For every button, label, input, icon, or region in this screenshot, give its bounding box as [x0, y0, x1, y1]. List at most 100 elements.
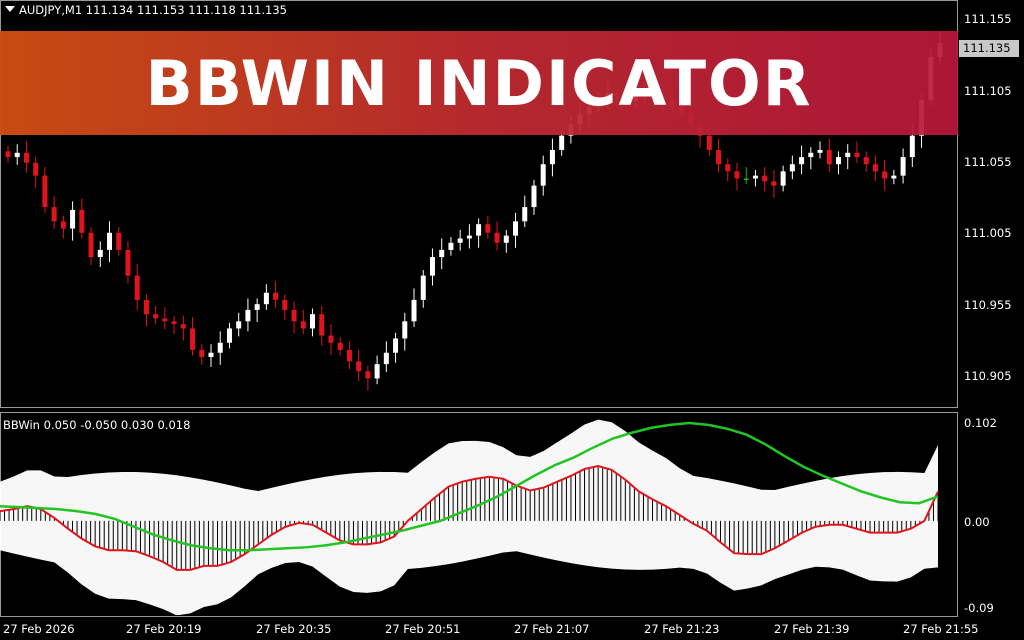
time-axis-label: 27 Feb 21:55: [903, 622, 979, 636]
candle-body: [476, 224, 482, 236]
candle-body: [180, 324, 186, 329]
candle-body: [716, 149, 722, 165]
candle-body: [328, 335, 334, 343]
candle-body: [485, 224, 491, 233]
current-price-tag: 111.135: [959, 40, 1019, 57]
candle-body: [402, 321, 408, 339]
candle-body: [503, 235, 509, 243]
candle-body: [725, 164, 731, 172]
candle-body: [291, 309, 297, 322]
candle-body: [319, 314, 325, 336]
candle-body: [134, 275, 140, 300]
candle-body: [531, 185, 537, 208]
candle-body: [411, 299, 417, 322]
oscillator-axis-label: -0.09: [964, 601, 994, 615]
candle-body: [780, 171, 786, 186]
candle-body: [282, 299, 288, 310]
candle-body: [549, 149, 555, 165]
candle-body: [79, 209, 85, 233]
time-axis-label: 27 Feb 21:39: [774, 622, 850, 636]
price-axis-label: 111.055: [964, 155, 1012, 169]
oscillator-header: BBWin 0.050 -0.050 0.030 0.018: [3, 418, 191, 432]
price-chart[interactable]: [0, 0, 958, 407]
candle-body: [208, 352, 214, 358]
candle-body: [254, 304, 260, 310]
signal-line: [0, 421, 939, 552]
candle-body: [14, 152, 20, 158]
price-axis-label: 111.155: [964, 12, 1012, 26]
candle-body: [70, 209, 76, 229]
candle-body: [420, 275, 426, 300]
candle-body: [826, 149, 832, 165]
candle-body: [310, 314, 316, 329]
candle-body: [513, 221, 519, 236]
candle-body: [273, 292, 279, 300]
candle-body: [23, 152, 29, 163]
band-envelope: [0, 419, 938, 615]
candle-body: [872, 164, 878, 172]
candle-body: [429, 257, 435, 276]
candle-body: [845, 152, 851, 158]
time-axis-label: 27 Feb 20:19: [126, 622, 202, 636]
candle-body: [263, 292, 269, 305]
candle-body: [743, 178, 749, 181]
candle-body: [51, 207, 57, 222]
candle-body: [466, 235, 472, 239]
candle-body: [522, 207, 528, 222]
symbol-header: AUDJPY,M1 111.134 111.153 111.118 111.13…: [19, 3, 287, 17]
title-banner: BBWIN INDICATOR: [0, 31, 958, 135]
candle-body: [762, 175, 768, 182]
banner-title: BBWIN INDICATOR: [145, 46, 813, 120]
candle-body: [706, 135, 712, 150]
candle-body: [199, 349, 205, 358]
candle-body: [171, 321, 177, 325]
candle-body: [863, 157, 869, 165]
candle-body: [42, 175, 48, 208]
time-axis-label: 27 Feb 20:51: [385, 622, 461, 636]
candle-body: [559, 135, 565, 150]
candle-body: [365, 371, 371, 379]
candle-body: [356, 361, 362, 372]
time-axis-label: 27 Feb 21:07: [514, 622, 590, 636]
candle-body: [374, 364, 380, 379]
candle-body: [752, 175, 758, 179]
candle-body: [808, 152, 814, 158]
oscillator-axis-label: 0.102: [964, 416, 997, 430]
candle-body: [854, 152, 860, 158]
oscillator-axis-label: 0.00: [964, 515, 990, 529]
candle-body: [337, 342, 343, 350]
candle-body: [882, 171, 888, 179]
candle-body: [771, 181, 777, 186]
candle-body: [236, 321, 242, 329]
candle-body: [494, 232, 500, 243]
candle-body: [300, 321, 306, 329]
candle-body: [5, 151, 11, 158]
candle-body: [245, 309, 251, 322]
candle-body: [835, 157, 841, 165]
time-axis-label: 27 Feb 20:35: [256, 622, 332, 636]
candle-body: [393, 338, 399, 353]
candle-body: [153, 314, 159, 319]
time-axis-label: 27 Feb 21:23: [644, 622, 720, 636]
candle-body: [457, 238, 463, 243]
candle-body: [448, 242, 454, 250]
candle-body: [909, 135, 915, 158]
candle-body: [817, 149, 823, 153]
price-axis-label: 111.005: [964, 226, 1012, 240]
candle-body: [346, 349, 352, 362]
candle-body: [789, 164, 795, 172]
chart-menu-triangle-icon[interactable]: [5, 6, 15, 12]
candle-body: [891, 175, 897, 179]
oscillator-chart[interactable]: [0, 413, 958, 615]
candle-body: [439, 249, 445, 258]
candle-body: [125, 249, 131, 276]
candle-body: [226, 328, 232, 343]
candle-body: [217, 342, 223, 353]
price-pane-frame: [0, 0, 958, 408]
candle-body: [190, 328, 196, 350]
candle-body: [383, 352, 389, 365]
candle-body: [734, 171, 740, 179]
candle-body: [107, 232, 113, 250]
price-axis-label: 111.105: [964, 84, 1012, 98]
